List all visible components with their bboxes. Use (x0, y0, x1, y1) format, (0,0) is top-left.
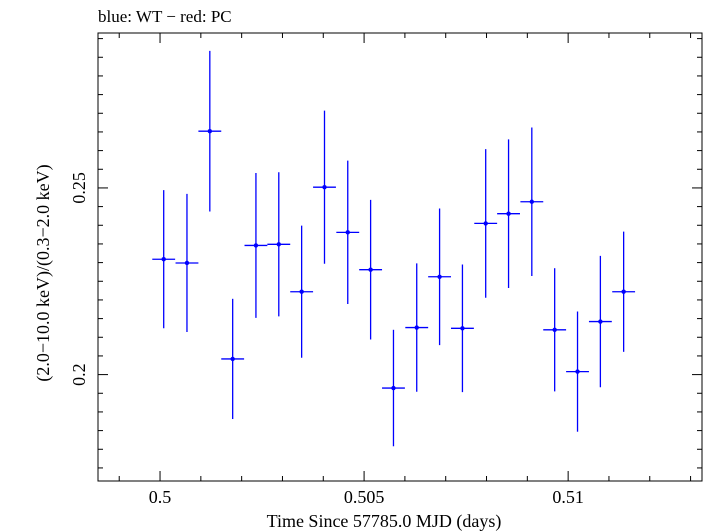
data-point (437, 274, 442, 279)
data-point (391, 385, 396, 391)
data-point (598, 319, 603, 324)
x-axis-label: Time Since 57785.0 MJD (days) (267, 511, 502, 532)
x-tick-label: 0.5 (149, 487, 172, 507)
data-point (414, 325, 419, 330)
data-point (207, 128, 213, 134)
data-point (552, 327, 557, 332)
tick-labels: 0.5 0.505 0.51 0.2 0.25 (69, 172, 584, 507)
data-point (184, 260, 190, 266)
data-point (299, 289, 304, 294)
data-point (621, 289, 626, 294)
y-tick-label: 0.25 (69, 172, 89, 204)
data-point (368, 267, 373, 272)
y-axis-label: (2.0−10.0 keV)/(0.3−2.0 keV) (33, 164, 54, 381)
data-point (230, 356, 235, 362)
data-points (152, 50, 636, 447)
data-point (575, 369, 580, 374)
data-point (345, 230, 350, 235)
chart-title: blue: WT − red: PC (98, 7, 232, 26)
x-tick-label: 0.51 (552, 487, 584, 507)
x-tick-label: 0.505 (344, 487, 385, 507)
data-point (322, 184, 327, 190)
data-point (276, 242, 281, 247)
data-point (483, 221, 488, 226)
plot-frame (97, 32, 703, 482)
y-tick-label: 0.2 (69, 363, 89, 386)
data-point (506, 211, 511, 216)
data-point (161, 257, 166, 262)
data-point (529, 199, 535, 204)
axis-ticks (98, 33, 702, 481)
data-point (253, 243, 259, 248)
data-point (460, 326, 465, 331)
